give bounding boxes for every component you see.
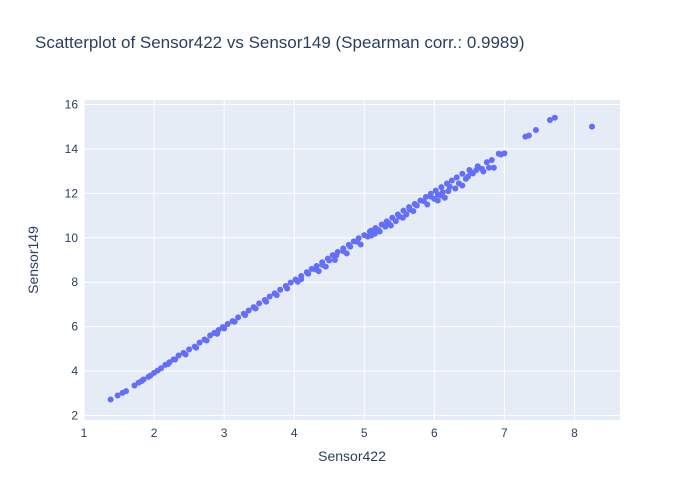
- data-point: [315, 268, 322, 275]
- data-point: [434, 197, 441, 204]
- data-point: [488, 157, 495, 163]
- x-tick-label: 1: [81, 426, 88, 440]
- data-point: [114, 392, 121, 399]
- data-point: [438, 184, 445, 191]
- data-point: [525, 132, 532, 139]
- data-point: [235, 314, 242, 321]
- data-point: [165, 361, 172, 367]
- data-point: [490, 164, 497, 171]
- data-point: [376, 228, 383, 235]
- x-tick-label: 8: [571, 426, 578, 440]
- data-point: [263, 298, 270, 305]
- data-point: [387, 222, 394, 229]
- data-point: [551, 114, 558, 121]
- data-point: [410, 208, 417, 215]
- data-point: [175, 352, 182, 359]
- data-point: [382, 223, 389, 230]
- data-point: [452, 185, 459, 192]
- data-point: [347, 243, 354, 250]
- data-point: [485, 164, 492, 171]
- y-tick-label: 14: [65, 142, 79, 156]
- data-point: [147, 372, 154, 379]
- data-point: [445, 188, 452, 195]
- data-point: [193, 344, 200, 351]
- data-points: [107, 114, 595, 403]
- x-tick-label: 4: [291, 426, 298, 440]
- x-tick-label: 5: [361, 426, 368, 440]
- data-point: [392, 218, 399, 225]
- y-tick-label: 10: [65, 231, 79, 245]
- data-point: [480, 168, 487, 175]
- y-axis-ticks: 2 4 6 8 10 12 14 16: [65, 97, 79, 422]
- data-point: [231, 318, 238, 325]
- data-point: [242, 312, 249, 319]
- data-point: [273, 292, 280, 299]
- x-axis-ticks: 1 2 3 4 5 6 7 8: [81, 426, 578, 440]
- data-point: [343, 250, 350, 257]
- data-point: [172, 356, 179, 363]
- gridlines: [83, 100, 620, 420]
- data-point: [532, 127, 539, 133]
- data-point: [221, 325, 228, 332]
- x-tick-label: 3: [221, 426, 228, 440]
- data-point: [459, 170, 466, 177]
- data-point: [287, 279, 294, 286]
- data-point: [138, 378, 145, 385]
- data-point: [464, 173, 471, 180]
- data-point: [252, 305, 259, 312]
- data-point: [107, 396, 114, 403]
- data-point: [424, 201, 431, 208]
- data-point: [256, 300, 263, 307]
- y-tick-label: 12: [65, 186, 79, 200]
- plot-area: [84, 100, 620, 420]
- data-point: [322, 263, 329, 270]
- data-point: [196, 339, 203, 346]
- data-point: [277, 286, 284, 293]
- data-point: [131, 382, 138, 389]
- chart-title: Scatterplot of Sensor422 vs Sensor149 (S…: [35, 33, 525, 52]
- y-tick-label: 8: [71, 275, 78, 289]
- y-tick-label: 16: [65, 97, 79, 111]
- data-point: [266, 293, 273, 300]
- data-point: [298, 276, 305, 283]
- x-tick-label: 2: [151, 426, 158, 440]
- y-tick-label: 6: [71, 320, 78, 334]
- data-point: [123, 388, 130, 395]
- data-point: [441, 194, 448, 201]
- data-point: [399, 214, 406, 221]
- data-point: [224, 321, 231, 327]
- data-point: [413, 202, 420, 209]
- x-tick-label: 6: [431, 426, 438, 440]
- x-tick-label: 7: [501, 426, 508, 440]
- data-point: [467, 169, 474, 176]
- data-point: [483, 159, 490, 166]
- data-point: [326, 257, 333, 264]
- data-point: [182, 351, 189, 358]
- data-point: [245, 307, 252, 314]
- data-point: [214, 330, 221, 337]
- y-tick-label: 2: [71, 409, 78, 423]
- data-point: [331, 257, 338, 263]
- data-point: [497, 151, 504, 158]
- data-point: [453, 174, 460, 181]
- data-point: [473, 167, 480, 173]
- y-tick-label: 4: [71, 364, 78, 378]
- data-point: [546, 117, 553, 123]
- data-point: [371, 230, 378, 237]
- data-point: [284, 285, 291, 292]
- data-point: [158, 365, 165, 372]
- data-point: [186, 346, 193, 353]
- data-point: [357, 241, 364, 248]
- data-point: [203, 337, 210, 344]
- data-point: [459, 182, 466, 189]
- data-point: [588, 123, 595, 130]
- x-axis-title: Sensor422: [318, 448, 386, 464]
- data-point: [448, 177, 455, 184]
- y-axis-title: Sensor149: [25, 226, 41, 294]
- data-point: [305, 270, 312, 277]
